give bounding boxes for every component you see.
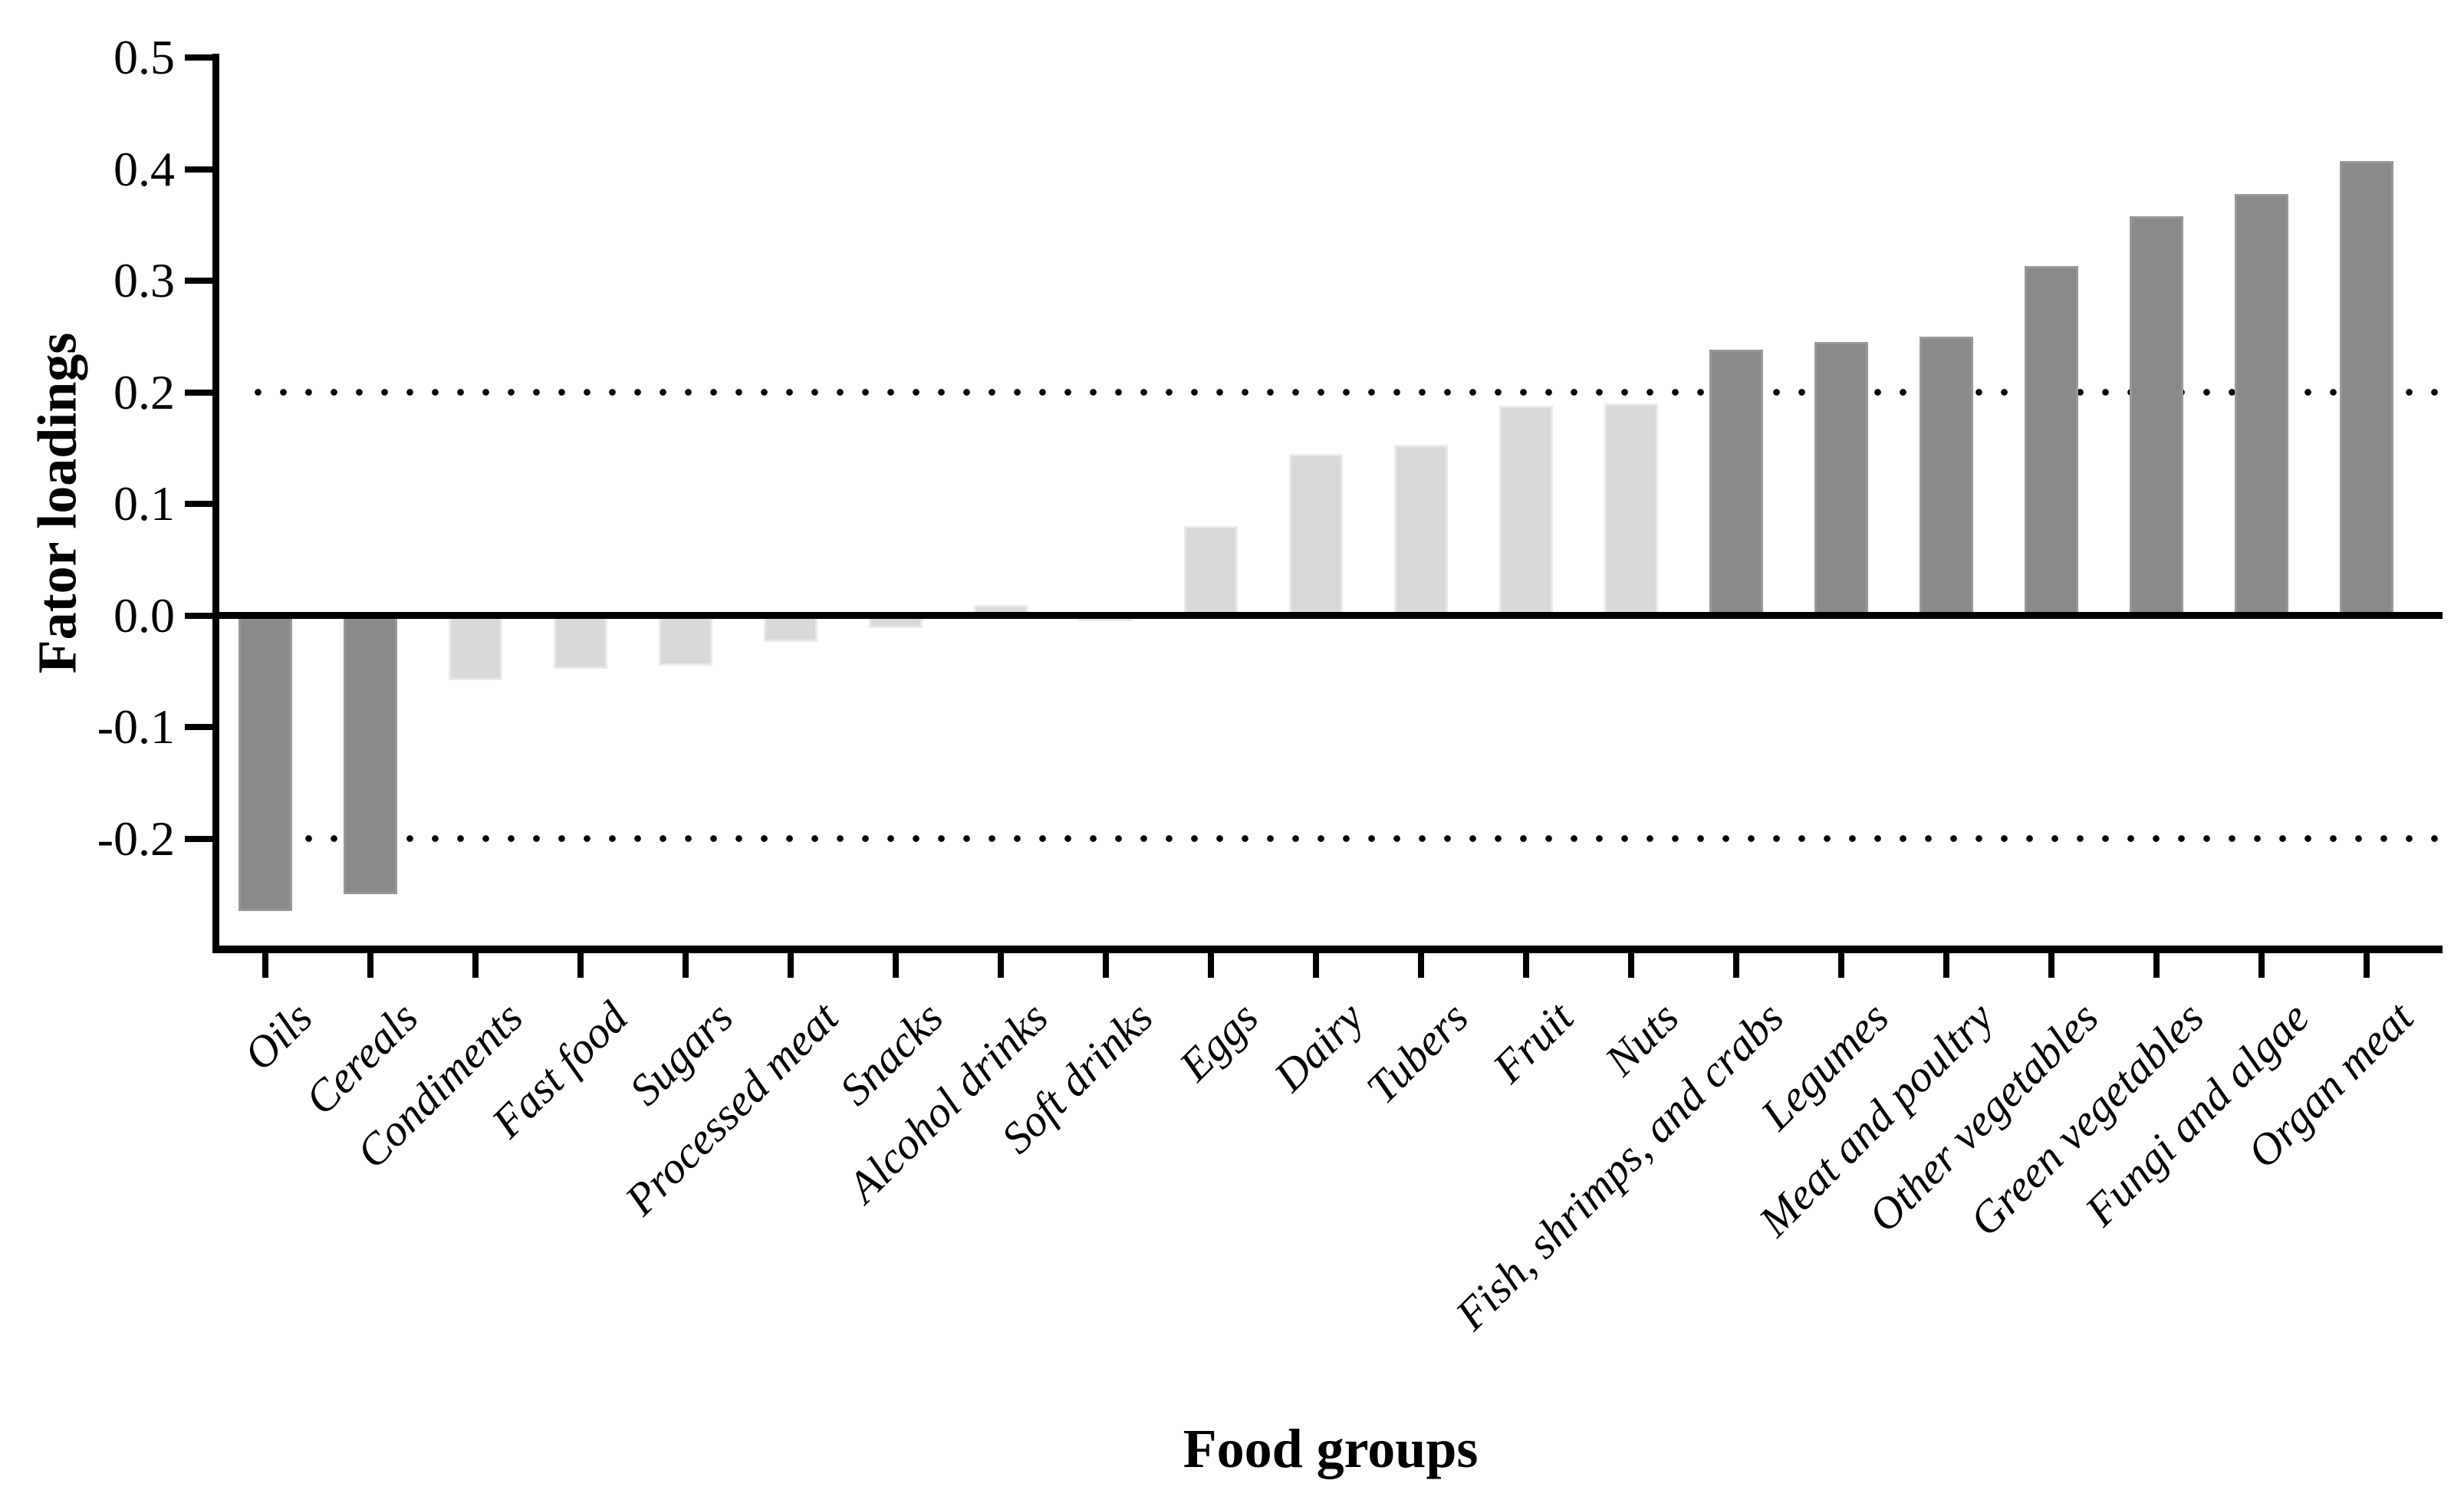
x-axis-title: Food groups: [1183, 1418, 1479, 1479]
x-tick-meat-and-poultry: [1943, 953, 1949, 978]
bar-sugars: [659, 615, 712, 666]
x-tick-cereals: [367, 953, 373, 978]
bar-condiments: [449, 615, 502, 680]
y-tick-label-0.4: 0.4: [113, 141, 175, 196]
bar-eggs: [1184, 526, 1238, 616]
x-tick-sugars: [683, 953, 689, 978]
bar-fish-shrimps-and-crabs: [1709, 350, 1763, 616]
x-tick-label-dairy: Dairy: [1264, 992, 1373, 1101]
x-tick-alcohol-drinks: [998, 953, 1004, 978]
y-tick-label--0.2: -0.2: [97, 811, 175, 866]
x-tick-dairy: [1313, 953, 1319, 978]
bar-other-vegetables: [2025, 266, 2078, 616]
bar-dairy: [1289, 453, 1343, 616]
y-axis-line: [212, 54, 219, 953]
x-tick-label-tubers: Tubers: [1357, 992, 1478, 1113]
x-tick-nuts: [1628, 953, 1634, 978]
threshold-dotted-line-0.2: [245, 389, 2443, 396]
bar-fast-food: [554, 615, 607, 669]
x-tick-label-oils: Oils: [234, 992, 322, 1081]
bar-fungi-and-algae: [2235, 193, 2288, 616]
x-tick-condiments: [472, 953, 479, 978]
bar-tubers: [1394, 444, 1448, 616]
x-tick-snacks: [893, 953, 899, 978]
x-tick-fast-food: [577, 953, 584, 978]
y-tick-0.2: [185, 389, 212, 396]
y-tick-0.3: [185, 278, 212, 284]
x-tick-fish-shrimps-and-crabs: [1733, 953, 1739, 978]
bar-cereals: [344, 615, 397, 895]
y-tick-0.0: [185, 612, 212, 619]
zero-baseline: [219, 612, 2443, 619]
x-tick-legumes: [1838, 953, 1844, 978]
x-tick-label-nuts: Nuts: [1594, 992, 1688, 1086]
bar-legumes: [1814, 342, 1868, 616]
x-tick-eggs: [1208, 953, 1214, 978]
x-tick-label-fruit: Fruit: [1482, 992, 1583, 1093]
x-tick-green-vegetables: [2153, 953, 2160, 978]
y-tick--0.1: [185, 724, 212, 730]
y-tick--0.2: [185, 835, 212, 842]
x-tick-soft-drinks: [1103, 953, 1109, 978]
x-tick-fungi-and-algae: [2258, 953, 2265, 978]
x-tick-organ-meat: [2364, 953, 2370, 978]
x-axis-line: [212, 946, 2443, 953]
y-tick-0.5: [185, 54, 212, 61]
threshold-dotted-line--0.2: [245, 835, 2443, 842]
bar-nuts: [1604, 403, 1658, 616]
y-tick-label-0.0: 0.0: [113, 587, 175, 643]
bar-meat-and-poultry: [1920, 336, 1973, 616]
bar-oils: [239, 615, 292, 912]
y-tick-label-0.3: 0.3: [113, 253, 175, 308]
bar-organ-meat: [2340, 161, 2393, 616]
x-tick-oils: [262, 953, 268, 978]
x-tick-label-eggs: Eggs: [1169, 992, 1268, 1090]
bar-processed-meat: [764, 615, 817, 643]
y-tick-0.1: [185, 501, 212, 507]
y-tick-label-0.2: 0.2: [113, 364, 175, 419]
bar-fruit: [1499, 405, 1553, 616]
x-tick-fruit: [1523, 953, 1529, 978]
bar-green-vegetables: [2130, 215, 2183, 616]
y-tick-0.4: [185, 166, 212, 173]
y-tick-label-0.5: 0.5: [113, 30, 175, 84]
y-tick-label-0.1: 0.1: [113, 476, 175, 531]
x-tick-other-vegetables: [2048, 953, 2054, 978]
y-tick-label--0.1: -0.1: [97, 699, 175, 754]
x-tick-tubers: [1418, 953, 1424, 978]
x-tick-processed-meat: [788, 953, 794, 978]
